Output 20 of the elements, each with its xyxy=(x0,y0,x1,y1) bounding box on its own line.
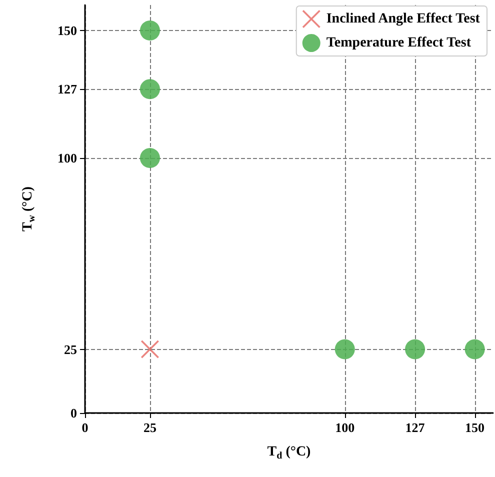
point xyxy=(140,148,160,168)
y-tick-label: 127 xyxy=(58,82,78,97)
legend-label: Temperature Effect Test xyxy=(326,36,472,50)
y-tick-label: 0 xyxy=(70,406,77,420)
y-axis-title: Tw (°C) xyxy=(20,186,38,232)
x-tick-label: 0 xyxy=(82,420,88,435)
x-tick-label: 100 xyxy=(335,420,355,435)
x-tick-label: 150 xyxy=(465,420,485,435)
x-tick-label: 127 xyxy=(405,420,426,435)
point xyxy=(334,339,355,360)
point xyxy=(140,20,160,40)
point xyxy=(140,79,160,100)
x-tick-label: 25 xyxy=(143,420,157,435)
y-tick-label: 100 xyxy=(58,150,77,166)
point xyxy=(464,339,485,360)
y-tick-label: 150 xyxy=(58,23,77,38)
y-tick-label: 25 xyxy=(64,342,78,357)
point xyxy=(140,340,159,358)
legend-label: Inclined Angle Effect Test xyxy=(326,12,480,26)
point xyxy=(405,339,426,360)
